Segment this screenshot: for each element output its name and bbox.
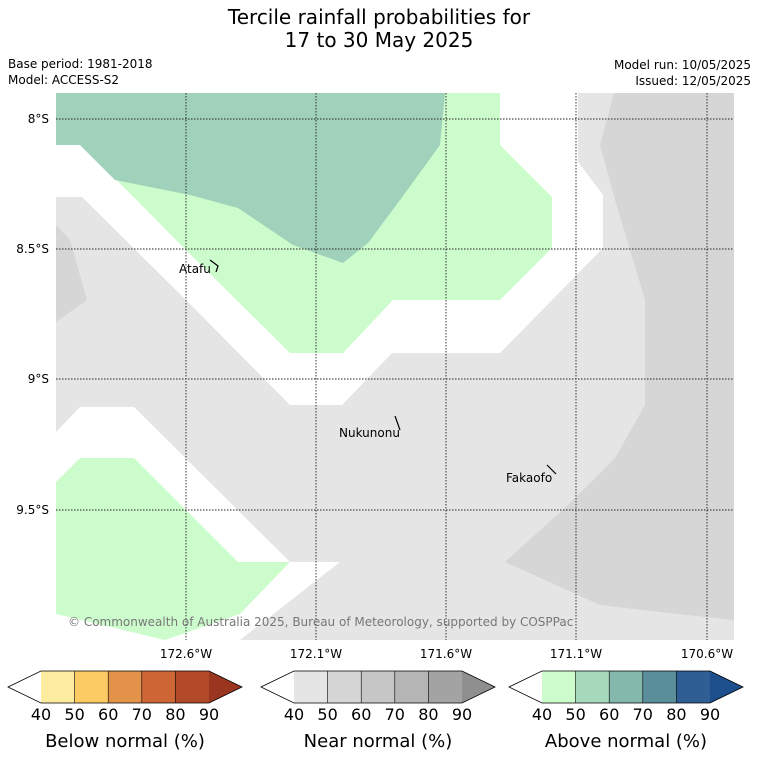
colorbar-segment — [428, 671, 462, 703]
white-band-east — [550, 93, 603, 195]
colorbar-outline — [260, 670, 496, 704]
colorbar-title: Below normal (%) — [45, 731, 205, 752]
base-period: Base period: 1981-2018 — [8, 57, 153, 71]
lat-label-8s: 8°S — [28, 112, 49, 126]
atafu-island-mark — [209, 259, 219, 273]
place-label-fakaofo: Fakaofo — [506, 471, 552, 485]
lon-label-170-6w: 170.6°W — [681, 647, 733, 661]
colorbar-segment — [294, 671, 328, 703]
model-run: Model run: 10/05/2025 — [613, 58, 751, 72]
colorbar-segment — [542, 671, 576, 703]
colorbar-outline — [508, 670, 744, 704]
colorbar-3: 40 50 60 70 80 90 Above normal (%) — [508, 670, 744, 752]
colorbar-tick-label: 60 — [351, 705, 371, 724]
copyright-notice: © Commonwealth of Australia 2025, Bureau… — [68, 615, 573, 629]
colorbar-segment — [74, 671, 109, 703]
map-area: Atafu Nukunonu Fakaofo © Commonwealth of… — [56, 93, 734, 640]
colorbar-segment — [141, 671, 176, 703]
colorbar-title: Near normal (%) — [304, 731, 453, 752]
colorbar-tick-label: 50 — [317, 705, 337, 724]
title-line-2: 17 to 30 May 2025 — [284, 28, 474, 52]
colorbar-tick-label: 70 — [385, 705, 405, 724]
colorbar-tick-label: 70 — [132, 705, 152, 724]
colorbar-segment — [327, 671, 362, 703]
lon-label-171-1w: 171.1°W — [550, 647, 602, 661]
above-normal-50-region — [56, 93, 445, 263]
colorbar-legends: 40 50 60 70 80 90 Below normal (%) 40 50 60 70 80 90… — [7, 670, 744, 752]
lat-label-9-5s: 9.5°S — [16, 503, 49, 517]
near-normal-50-region-west — [56, 225, 87, 322]
colorbar-segment — [676, 671, 710, 703]
colorbar-segment — [394, 671, 429, 703]
place-label-nukunonu: Nukunonu — [339, 426, 400, 440]
colorbar-tick-label: 70 — [633, 705, 653, 724]
lon-label-171-6w: 171.6°W — [420, 647, 472, 661]
chart-title: Tercile rainfall probabilities for 17 to… — [0, 6, 758, 52]
gridlines — [56, 93, 734, 640]
colorbar-tick-label: 60 — [599, 705, 619, 724]
colorbar-right-extension — [209, 671, 242, 703]
lon-label-172-6w: 172.6°W — [160, 647, 212, 661]
colorbar-tick-label: 40 — [532, 705, 552, 724]
colorbar-segment — [575, 671, 610, 703]
colorbar-tick-label: 90 — [199, 705, 219, 724]
colorbar-tick-label: 80 — [165, 705, 185, 724]
colorbar-1: 40 50 60 70 80 90 Below normal (%) — [7, 670, 243, 752]
island-marks — [209, 259, 557, 475]
colorbar-segment — [41, 671, 75, 703]
colorbar-segment — [642, 671, 677, 703]
nukunonu-island-mark — [394, 415, 401, 431]
above-normal-40-region-southwest — [56, 458, 290, 640]
colorbar-tick-label: 80 — [418, 705, 438, 724]
colorbar-tick-label: 50 — [64, 705, 84, 724]
colorbar-right-extension — [462, 671, 495, 703]
model-name: Model: ACCESS-S2 — [8, 73, 120, 87]
colorbar-tick-label: 40 — [284, 705, 304, 724]
title-line-1: Tercile rainfall probabilities for — [227, 5, 531, 29]
colorbar-left-extension — [8, 671, 41, 703]
latitude-labels: 8°S 8.5°S 9°S 9.5°S — [16, 112, 49, 517]
lat-label-8-5s: 8.5°S — [16, 242, 49, 256]
place-label-atafu: Atafu — [179, 262, 211, 276]
colorbar-segment — [361, 671, 395, 703]
meta-right: Model run: 10/05/2025 Issued: 12/05/2025 — [614, 57, 751, 89]
colorbar-tick-label: 90 — [452, 705, 472, 724]
lat-label-9s: 9°S — [28, 372, 49, 386]
issued-date: Issued: 12/05/2025 — [635, 74, 751, 88]
colorbar-tick-label: 50 — [565, 705, 585, 724]
longitude-labels: 172.6°W 172.1°W 171.6°W 171.1°W 170.6°W — [160, 647, 733, 661]
colorbar-tick-label: 60 — [98, 705, 118, 724]
lon-label-172-1w: 172.1°W — [290, 647, 342, 661]
colorbar-title: Above normal (%) — [545, 731, 707, 752]
colorbar-segment — [175, 671, 209, 703]
colorbar-left-extension — [261, 671, 294, 703]
near-normal-50-region-east — [505, 93, 734, 620]
colorbar-tick-label: 90 — [700, 705, 720, 724]
colorbar-left-extension — [509, 671, 542, 703]
colorbar-2: 40 50 60 70 80 90 Near normal (%) — [260, 670, 496, 752]
colorbar-outline — [7, 670, 243, 704]
colorbar-segment — [609, 671, 643, 703]
meta-left: Base period: 1981-2018 Model: ACCESS-S2 — [8, 56, 153, 88]
fakaofo-island-mark — [546, 464, 557, 475]
colorbar-segment — [108, 671, 142, 703]
colorbar-right-extension — [710, 671, 743, 703]
colorbar-tick-label: 80 — [666, 705, 686, 724]
colorbar-tick-label: 40 — [31, 705, 51, 724]
